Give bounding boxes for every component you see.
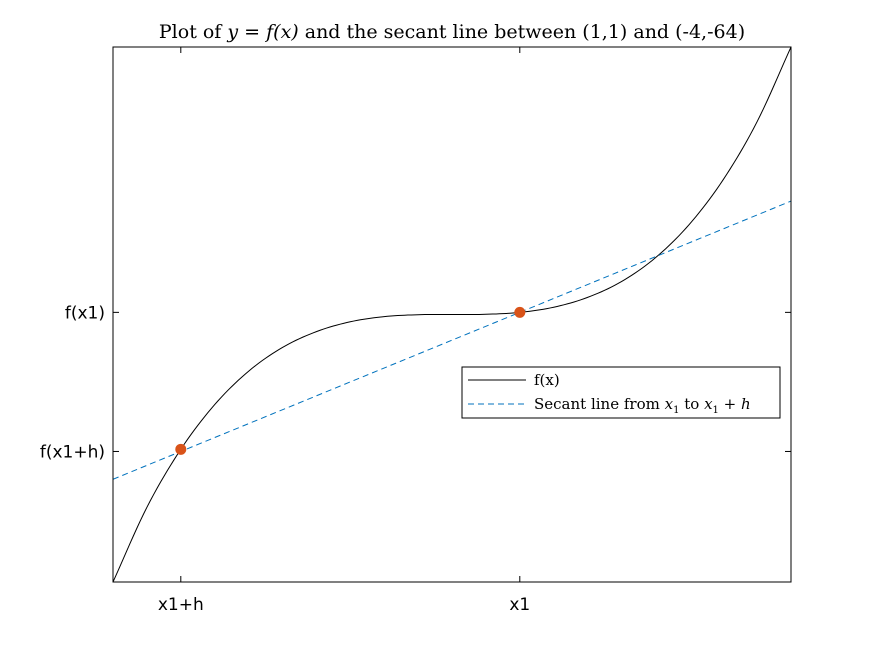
ticks-layer: x1+h x1 f(x1+h) f(x1) (40, 47, 791, 615)
series-line-1 (113, 200, 791, 480)
chart-title-math: y = f(x) (226, 21, 298, 43)
chart-title-prefix: Plot of (159, 21, 228, 43)
legend-label-secant: Secant line from x1 to x1 + h (534, 395, 751, 416)
legend: f(x) Secant line from x1 to x1 + h (461, 366, 781, 419)
y-tick-label-1: f(x1) (65, 303, 105, 323)
points-layer (175, 306, 526, 455)
x-tick-label-1: x1 (509, 595, 530, 615)
y-tick-label-0: f(x1+h) (40, 442, 105, 462)
legend-box (461, 366, 781, 419)
legend-label-fx: f(x) (534, 371, 560, 389)
series-line-0 (113, 47, 791, 582)
chart-title: Plot of y = f(x) and the secant line bet… (159, 21, 745, 43)
x-tick-label-0: x1+h (158, 595, 204, 615)
data-point-1 (514, 306, 526, 318)
series-layer (113, 47, 791, 582)
data-point-0 (175, 443, 187, 455)
axes-box (112, 46, 792, 583)
chart-title-suffix: and the secant line between (1,1) and (-… (299, 21, 745, 43)
